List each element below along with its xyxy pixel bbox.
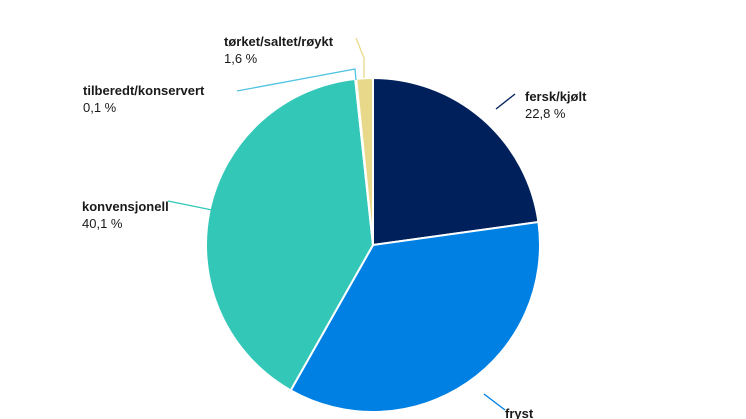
leader-line-tilberedt-konservert — [236, 68, 357, 92]
slice-label-fersk-kjolt: fersk/kjølt — [525, 89, 587, 104]
label-leader-lines — [167, 37, 516, 411]
leader-line-fersk-kjolt — [495, 93, 516, 110]
pie-slices — [205, 76, 541, 413]
pie-slice-konvensjonell — [205, 77, 375, 392]
slice-label-torket-saltet-roykt: tørket/saltet/røykt — [224, 34, 334, 49]
slice-value-konvensjonell: 40,1 % — [82, 216, 123, 231]
slice-labels: fersk/kjølt 22,8 % fryst konvensjonell 40,1 … — [82, 34, 587, 419]
slice-value-fersk-kjolt: 22,8 % — [525, 106, 566, 121]
leader-line-torket-saltet-roykt — [355, 37, 365, 78]
slice-label-konvensjonell: konvensjonell — [82, 199, 169, 214]
leader-line-konvensjonell — [167, 200, 213, 211]
slice-label-tilberedt-konservert: tilberedt/konservert — [83, 83, 205, 98]
slice-label-fryst: fryst — [505, 406, 534, 419]
pie-slice-fersk-kjolt — [372, 76, 540, 247]
leader-line-fryst — [483, 393, 506, 411]
slice-value-tilberedt-konservert: 0,1 % — [83, 100, 117, 115]
slice-value-torket-saltet-roykt: 1,6 % — [224, 51, 258, 66]
pie-slice-fryst — [289, 220, 541, 413]
